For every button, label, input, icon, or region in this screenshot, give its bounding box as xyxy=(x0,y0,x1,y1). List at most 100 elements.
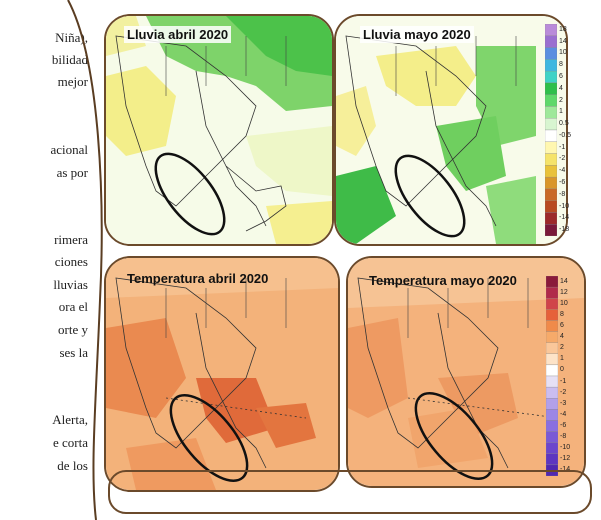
legend-swatch xyxy=(546,276,558,288)
legend-label: 8 xyxy=(559,61,563,69)
legend-label: 12 xyxy=(560,288,568,296)
legend-label: 1 xyxy=(559,108,563,116)
text-line: lluvias xyxy=(53,277,88,292)
legend-swatch xyxy=(546,309,558,321)
temp-legend: 14 12 10 8 6 4 2 1 0 -1 -2 -3 -4 -6 -8 -10 -12 -14 xyxy=(546,276,586,476)
legend-label: 14 xyxy=(560,277,568,285)
legend-swatch xyxy=(546,386,558,399)
legend-label: -2 xyxy=(559,155,566,163)
legend-swatch xyxy=(546,453,558,466)
bottom-panel-edge xyxy=(108,470,592,514)
temp-april-panel: Temperatura abril 2020 xyxy=(104,256,340,492)
legend-label: -10 xyxy=(560,444,571,452)
legend-label: -1 xyxy=(559,143,566,151)
legend-label: -6 xyxy=(560,422,567,429)
legend-label: 10 xyxy=(559,49,567,57)
rain-may-map xyxy=(336,16,566,244)
temp-legend-colorbar xyxy=(546,276,558,476)
legend-label: -0.5 xyxy=(559,131,572,139)
legend-label: -6 xyxy=(559,179,566,186)
rain-april-map xyxy=(106,16,332,244)
legend-swatch xyxy=(546,375,558,388)
text-line: ses la xyxy=(59,345,88,360)
legend-swatch xyxy=(546,320,558,332)
legend-label: 2 xyxy=(559,96,563,104)
legend-swatch xyxy=(546,353,558,366)
legend-label: -8 xyxy=(559,190,566,198)
text-line: orte y xyxy=(58,322,88,337)
text-line: bilidad xyxy=(51,52,88,67)
text-line: acional xyxy=(50,142,88,157)
legend-label: 6 xyxy=(560,322,564,329)
legend-label: 4 xyxy=(560,333,564,341)
panel-title: Temperatura mayo 2020 xyxy=(369,273,517,288)
legend-swatch xyxy=(545,35,557,48)
legend-swatch xyxy=(545,106,557,119)
panel-title: Lluvia mayo 2020 xyxy=(360,26,474,43)
legend-label: 18 xyxy=(559,25,567,33)
temp-may-map xyxy=(348,258,584,486)
legend-swatch xyxy=(545,153,557,166)
legend-swatch xyxy=(546,420,558,432)
legend-swatch xyxy=(545,82,557,95)
curved-divider xyxy=(67,0,103,520)
legend-label: -1 xyxy=(560,377,567,385)
legend-label: 1 xyxy=(560,355,564,363)
panel-title: Lluvia abril 2020 xyxy=(124,26,232,43)
legend-swatch xyxy=(545,129,557,142)
legend-label: 8 xyxy=(560,310,564,318)
legend-swatch xyxy=(545,47,557,60)
legend-label: 0.5 xyxy=(559,120,569,128)
legend-label: 10 xyxy=(560,299,568,307)
text-line: Alerta, xyxy=(52,412,88,427)
rain-legend: 18 14 10 8 6 4 2 1 0.5 -0.5 -1 -2 -4 -6 -8 -10 -14 -18 xyxy=(545,24,585,236)
legend-swatch xyxy=(546,364,558,377)
legend-swatch xyxy=(545,141,557,154)
legend-label: -14 xyxy=(559,214,570,222)
legend-swatch xyxy=(546,442,558,454)
legend-swatch xyxy=(545,59,557,72)
legend-swatch xyxy=(546,342,558,354)
left-text-column: Niña), bilidad mejor acional as por rime… xyxy=(0,0,88,502)
rain-may-panel: Lluvia mayo 2020 xyxy=(334,14,568,246)
legend-swatch xyxy=(546,298,558,310)
text-line: mejor xyxy=(57,74,88,89)
legend-label: -4 xyxy=(560,410,567,418)
legend-swatch xyxy=(545,176,557,190)
legend-swatch xyxy=(545,94,557,107)
legend-swatch xyxy=(546,331,558,343)
temp-april-map xyxy=(106,258,338,490)
legend-label: -18 xyxy=(559,226,570,234)
legend-label: 14 xyxy=(559,37,567,45)
legend-swatch xyxy=(545,24,557,36)
text-line: de los xyxy=(57,458,88,473)
rain-april-panel: Lluvia abril 2020 xyxy=(104,14,334,246)
legend-swatch xyxy=(546,431,558,443)
legend-label: -3 xyxy=(560,399,567,407)
legend-label: 0 xyxy=(560,366,564,374)
legend-swatch xyxy=(546,409,558,421)
legend-label: 2 xyxy=(560,344,564,352)
legend-label: -4 xyxy=(559,167,566,175)
legend-swatch xyxy=(545,165,557,178)
panel-title: Temperatura abril 2020 xyxy=(127,271,269,286)
legend-swatch xyxy=(545,200,557,213)
legend-swatch xyxy=(545,118,557,131)
legend-swatch xyxy=(545,70,557,84)
text-line: e corta xyxy=(52,435,88,450)
text-line: as por xyxy=(56,165,88,180)
legend-label: -10 xyxy=(559,202,570,210)
legend-swatch xyxy=(545,188,557,201)
legend-swatch xyxy=(545,224,557,236)
legend-label: 6 xyxy=(559,73,563,80)
legend-label: -2 xyxy=(560,388,567,396)
text-line: ora el xyxy=(58,299,88,314)
legend-swatch xyxy=(546,398,558,410)
legend-label: -8 xyxy=(560,433,567,441)
text-line: rimera xyxy=(54,232,88,247)
legend-label: -14 xyxy=(560,466,571,474)
rain-legend-colorbar xyxy=(545,24,557,236)
text-line: ciones xyxy=(54,254,88,269)
temp-may-panel: Temperatura mayo 2020 xyxy=(346,256,586,488)
legend-label: -12 xyxy=(560,455,571,463)
